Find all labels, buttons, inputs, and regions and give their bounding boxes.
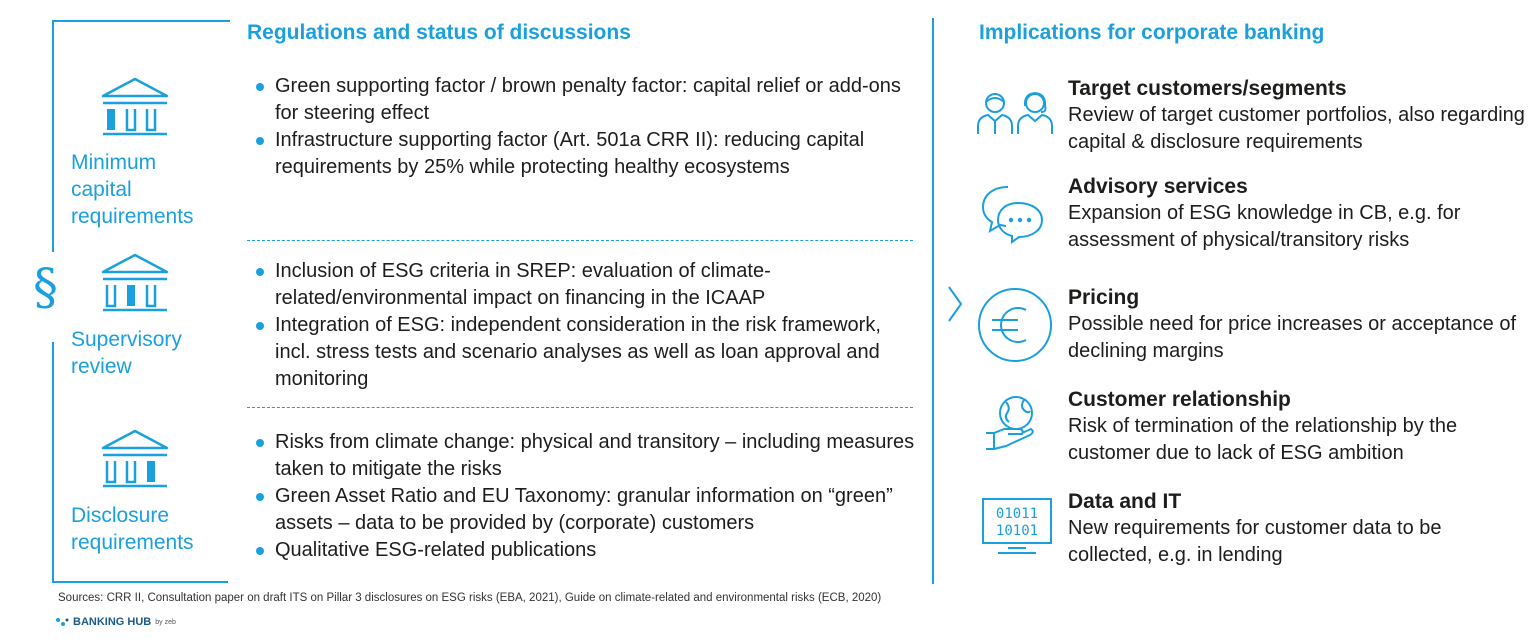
euro-icon xyxy=(978,288,1052,362)
list-item: Infrastructure supporting factor (Art. 5… xyxy=(256,127,916,181)
bank-building-icon xyxy=(101,77,169,136)
pillar-label-disclosure: Disclosure requirements xyxy=(71,504,194,554)
brand-name: BANKING HUB xyxy=(73,616,152,628)
list-item: Integration of ESG: independent consider… xyxy=(256,312,916,393)
hand-globe-icon xyxy=(986,396,1034,450)
speech-bubble-icon xyxy=(981,186,1044,244)
bullets-minimum-capital: Green supporting factor / brown penalty … xyxy=(256,73,916,181)
binary-line: 10101 xyxy=(996,523,1038,539)
implication-text: Expansion of ESG knowledge in CB, e.g. f… xyxy=(1068,202,1461,251)
dashed-divider xyxy=(247,407,913,408)
sources-note: Sources: CRR II, Consultation paper on d… xyxy=(58,592,882,604)
binary-line: 01011 xyxy=(996,506,1038,522)
logo-mark-icon xyxy=(56,618,69,626)
bank-building-icon xyxy=(101,429,169,488)
list-item: Risks from climate change: physical and … xyxy=(256,429,916,483)
chevron-right-icon xyxy=(948,286,963,322)
bullets-disclosure: Risks from climate change: physical and … xyxy=(256,429,916,564)
implication-text: Review of target customer portfolios, al… xyxy=(1068,104,1525,153)
pillar-label-supervisory-review: Supervisory review xyxy=(71,328,182,378)
implication-text: Possible need for price increases or acc… xyxy=(1068,313,1517,362)
implication-title: Customer relationship xyxy=(1068,388,1291,411)
section-symbol-icon: § xyxy=(33,258,58,316)
left-heading: Regulations and status of discussions xyxy=(247,21,631,44)
implication-text: New requirements for customer data to be… xyxy=(1068,517,1442,566)
implication-title: Pricing xyxy=(1068,286,1140,309)
list-item: Green supporting factor / brown penalty … xyxy=(256,73,916,127)
binary-monitor-icon: 01011 10101 xyxy=(982,498,1052,554)
pillar-label-minimum-capital: Minimum capital requirements xyxy=(71,151,194,228)
list-item: Green Asset Ratio and EU Taxonomy: granu… xyxy=(256,483,916,537)
right-heading: Implications for corporate banking xyxy=(979,21,1325,44)
people-icon xyxy=(977,91,1053,134)
implication-title: Data and IT xyxy=(1068,490,1182,513)
pillar-frame-top xyxy=(52,20,230,22)
implication-title: Target customers/segments xyxy=(1068,77,1347,100)
implication-text: Risk of termination of the relationship … xyxy=(1068,415,1458,464)
bullets-supervisory-review: Inclusion of ESG criteria in SREP: evalu… xyxy=(256,258,916,393)
list-item: Inclusion of ESG criteria in SREP: evalu… xyxy=(256,258,916,312)
brand-suffix: by zeb xyxy=(155,618,176,626)
bank-building-icon xyxy=(101,253,169,312)
dashed-divider xyxy=(247,240,913,241)
list-item: Qualitative ESG-related publications xyxy=(256,537,916,564)
column-divider xyxy=(932,18,934,584)
pillar-frame-bottom xyxy=(52,581,228,583)
implication-title: Advisory services xyxy=(1068,175,1248,198)
brand-logo: BANKING HUB by zeb xyxy=(55,616,176,628)
